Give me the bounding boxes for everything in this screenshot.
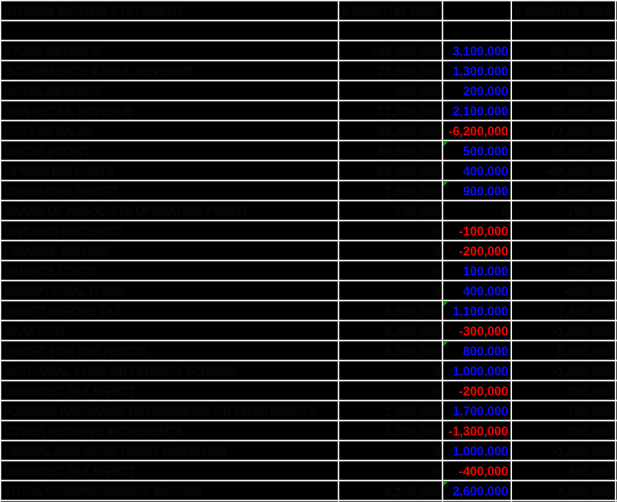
svg-text:-1,000,000: -1,000,000 [553, 445, 613, 459]
svg-text:HOTEL REVENUE: HOTEL REVENUE [4, 85, 101, 99]
svg-text:-200,000: -200,000 [459, 245, 508, 259]
svg-text:-6,200,000: -6,200,000 [448, 125, 508, 139]
svg-text:-100,000: -100,000 [564, 265, 613, 279]
svg-text:COST OF SALES: COST OF SALES [4, 125, 93, 139]
svg-text:99,900,000: 99,900,000 [550, 45, 613, 59]
svg-text:NON RETAIL REVENUE: NON RETAIL REVENUE [4, 105, 134, 119]
svg-text:INTERIM INCOME STATEMENT: INTERIM INCOME STATEMENT [4, 5, 184, 19]
svg-text:1,700,000: 1,700,000 [453, 405, 509, 419]
svg-text:100,000: 100,000 [568, 425, 613, 439]
svg-text:-1,000,000: -1,000,000 [553, 365, 613, 379]
svg-text:DIVIDEND RECEIVED: DIVIDEND RECEIVED [4, 225, 122, 239]
svg-text:-53,400,000: -53,400,000 [546, 165, 613, 179]
svg-text:1,300,000: 1,300,000 [453, 65, 509, 79]
svg-text:103,000,000: 103,000,000 [371, 45, 441, 59]
svg-text:FINANCE COSTS: FINANCE COSTS [4, 265, 97, 279]
svg-text:900,000: 900,000 [463, 185, 508, 199]
svg-text:700,000: 700,000 [395, 205, 440, 219]
svg-text:200,000: 200,000 [568, 245, 613, 259]
svg-text:OPERATING COSTS: OPERATING COSTS [4, 165, 114, 179]
svg-text:60,300,000: 60,300,000 [550, 145, 613, 159]
svg-text:0: 0 [433, 225, 440, 239]
svg-text:6 MONTHS 2015: 6 MONTHS 2015 [342, 5, 438, 19]
svg-text:700,000: 700,000 [568, 205, 613, 219]
svg-text:8,500,000: 8,500,000 [385, 305, 441, 319]
svg-text:800,000: 800,000 [395, 85, 440, 99]
svg-text:-400,000: -400,000 [459, 465, 508, 479]
svg-text:1,000,000: 1,000,000 [453, 445, 509, 459]
svg-text:200,000: 200,000 [568, 385, 613, 399]
svg-text:6,300,000: 6,300,000 [385, 345, 441, 359]
svg-text:FINANCE INCOME: FINANCE INCOME [4, 245, 109, 259]
svg-text:60,800,000: 60,800,000 [378, 145, 441, 159]
svg-text:-700,000: -700,000 [564, 405, 613, 419]
svg-text:SHARE OF ASSOCIATE OPERATING P: SHARE OF ASSOCIATE OPERATING PROFIT [4, 205, 248, 219]
svg-text:15,600,000: 15,600,000 [550, 105, 613, 119]
svg-text:STORE REVENUE: STORE REVENUE [4, 45, 101, 59]
svg-text:0: 0 [433, 385, 440, 399]
svg-text:1,000,000: 1,000,000 [453, 365, 509, 379]
svg-text:E-COMMERCE & MAIL REVENUE: E-COMMERCE & MAIL REVENUE [4, 65, 193, 79]
svg-text:100,000: 100,000 [463, 265, 508, 279]
svg-text:-77,000,000: -77,000,000 [546, 125, 613, 139]
svg-text:400,000: 400,000 [568, 465, 613, 479]
svg-text:DEFERRED TAX EFFECT: DEFERRED TAX EFFECT [4, 465, 136, 479]
svg-text:2,100,000: 2,100,000 [453, 105, 509, 119]
svg-text:400,000: 400,000 [463, 285, 508, 299]
svg-text:6,100,000: 6,100,000 [385, 485, 441, 499]
svg-text:0: 0 [433, 365, 440, 379]
svg-text:-400,000: -400,000 [564, 285, 613, 299]
svg-text:EXCEPTIONAL ITEMS: EXCEPTIONAL ITEMS [4, 285, 125, 299]
svg-text:600,000: 600,000 [568, 85, 613, 99]
svg-text:TOTAL COMPREHENSIVE INCOME: TOTAL COMPREHENSIVE INCOME [4, 485, 202, 499]
svg-text:6,900,000: 6,900,000 [557, 185, 613, 199]
svg-text:DEFERRED TAX EFFECT: DEFERRED TAX EFFECT [4, 385, 136, 399]
svg-text:500,000: 500,000 [463, 145, 508, 159]
svg-text:-1,200,000: -1,200,000 [380, 425, 440, 439]
svg-text:-200,000: -200,000 [459, 385, 508, 399]
svg-text:0: 0 [433, 445, 440, 459]
svg-text:7,800,000: 7,800,000 [385, 185, 441, 199]
svg-text:UNREALISED INVESTMENT GAIN/LOS: UNREALISED INVESTMENT GAIN/LOSS [4, 445, 227, 459]
svg-text:200,000: 200,000 [463, 85, 508, 99]
svg-text:0: 0 [433, 265, 440, 279]
svg-text:0: 0 [433, 285, 440, 299]
svg-text:1,000,000: 1,000,000 [385, 405, 441, 419]
svg-text:PROFIT BEFORE TAX: PROFIT BEFORE TAX [4, 305, 122, 319]
svg-text:-300,000: -300,000 [459, 325, 508, 339]
svg-text:0: 0 [433, 245, 440, 259]
svg-text:0: 0 [433, 465, 440, 479]
svg-text:6 MONTHS 2014: 6 MONTHS 2014 [515, 5, 611, 19]
svg-text:400,000: 400,000 [463, 165, 508, 179]
svg-text:OTHER RESERVE MOVEMENTS: OTHER RESERVE MOVEMENTS [4, 425, 183, 439]
svg-text:-1,900,000: -1,900,000 [553, 325, 613, 339]
svg-text:22,500,000: 22,500,000 [378, 65, 441, 79]
svg-text:7,400,000: 7,400,000 [557, 305, 613, 319]
svg-text:17,700,000: 17,700,000 [378, 105, 441, 119]
svg-text:2,600,000: 2,600,000 [453, 485, 509, 499]
svg-text:-53,000,000: -53,000,000 [373, 165, 440, 179]
svg-text:-83,200,000: -83,200,000 [373, 125, 440, 139]
svg-text:PROFIT FOR THE PERIOD: PROFIT FOR THE PERIOD [4, 345, 147, 359]
svg-text:-2,200,000: -2,200,000 [380, 325, 440, 339]
svg-text:FOREIGN EXCHANGE DIFFERENCES O: FOREIGN EXCHANGE DIFFERENCES ON INVESTME… [4, 405, 316, 419]
svg-text:3,500,000: 3,500,000 [557, 485, 613, 499]
svg-text:21,200,000: 21,200,000 [550, 65, 613, 79]
svg-text:-100,000: -100,000 [459, 225, 508, 239]
svg-text:5,500,000: 5,500,000 [557, 345, 613, 359]
svg-text:ACTUARIAL LOSS ON PENSION SCHE: ACTUARIAL LOSS ON PENSION SCHEME [4, 365, 235, 379]
svg-text:TAXATION: TAXATION [4, 325, 64, 339]
svg-text:-1,300,000: -1,300,000 [448, 425, 508, 439]
svg-text:0: 0 [501, 205, 508, 219]
svg-text:100,000: 100,000 [568, 225, 613, 239]
svg-text:GROSS PROFIT: GROSS PROFIT [4, 145, 90, 159]
svg-text:3,100,000: 3,100,000 [453, 45, 509, 59]
svg-text:800,000: 800,000 [463, 345, 508, 359]
svg-text:OPERATING PROFIT: OPERATING PROFIT [4, 185, 119, 199]
svg-text:1,100,000: 1,100,000 [453, 305, 509, 319]
